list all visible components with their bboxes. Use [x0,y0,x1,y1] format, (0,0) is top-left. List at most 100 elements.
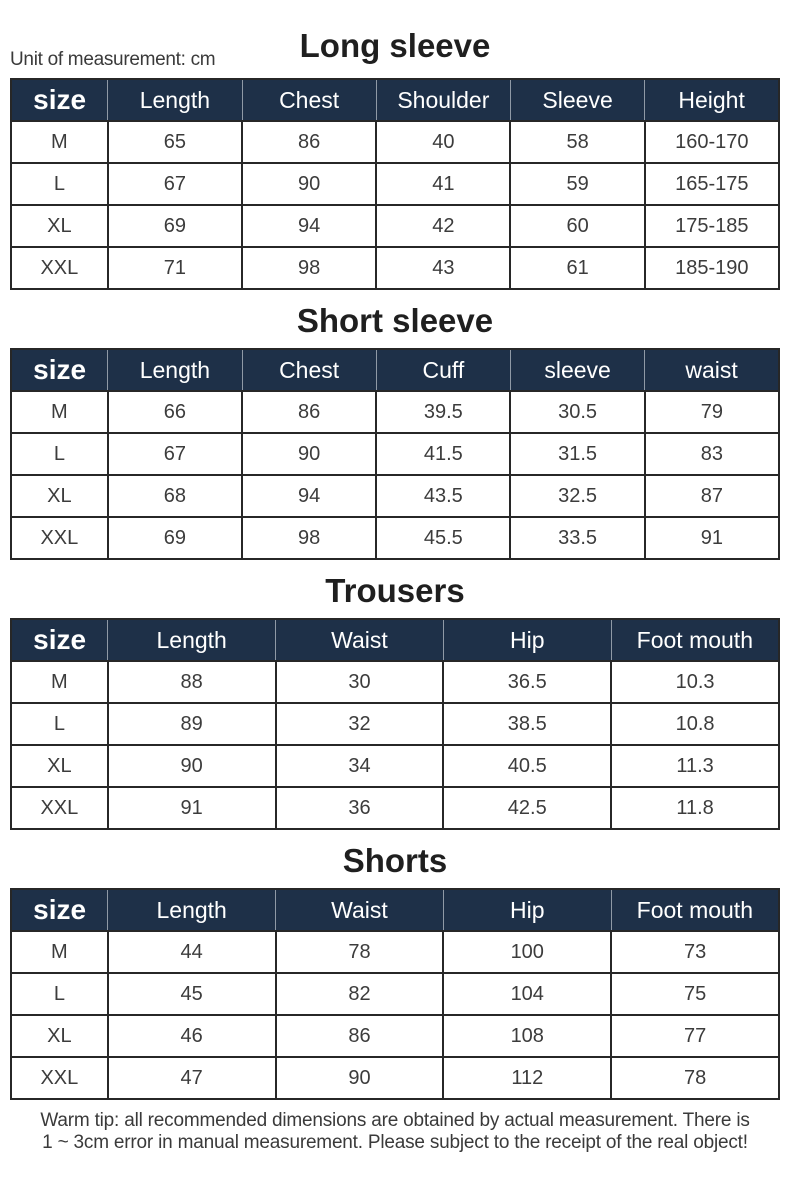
value-cell: 160-170 [643,120,781,164]
column-header-waist: Waist [275,888,444,932]
table-row: L 67 90 41 59 165-175 [10,162,781,206]
value-cell: 71 [106,246,244,290]
short-sleeve-table-container: size Length Chest Cuff sleeve waist M 66 86 39.5 3… [10,348,781,560]
value-cell: 65 [106,120,244,164]
value-cell: 11.3 [610,744,780,788]
value-cell: 165-175 [643,162,781,206]
shorts-table-container: size Length Waist Hip Foot mouth M 44 78 100 73 L 4… [10,888,780,1100]
unit-of-measurement-note: Unit of measurement: cm [10,49,216,70]
table-row: XXL 69 98 45.5 33.5 91 [10,516,781,560]
value-cell: 40 [375,120,512,164]
value-cell: 66 [106,390,244,434]
column-header-length: Length [107,78,243,122]
column-header-chest: Chest [241,348,377,392]
value-cell: 41.5 [375,432,512,476]
size-cell: L [10,972,109,1016]
column-header-foot-mouth: Foot mouth [610,618,780,662]
column-header-size: size [10,618,109,662]
value-cell: 10.3 [610,660,780,704]
value-cell: 36.5 [442,660,613,704]
value-cell: 94 [240,204,378,248]
column-header-length: Length [107,618,277,662]
value-cell: 98 [240,516,378,560]
value-cell: 91 [643,516,781,560]
value-cell: 58 [509,120,646,164]
value-cell: 175-185 [643,204,781,248]
value-cell: 94 [240,474,378,518]
size-cell: XL [10,474,109,518]
value-cell: 47 [106,1056,277,1100]
table-row: M 88 30 36.5 10.3 [10,660,780,704]
table-row: L 67 90 41.5 31.5 83 [10,432,781,476]
value-cell: 91 [106,786,277,830]
size-cell: L [10,702,109,746]
value-cell: 90 [240,162,378,206]
header-row: size Length Waist Hip Foot mouth [10,618,780,662]
column-header-waist: waist [644,348,780,392]
warm-tip-note: Warm tip: all recommended dimensions are… [40,1110,750,1154]
value-cell: 78 [274,930,445,974]
value-cell: 108 [442,1014,613,1058]
table-row: XL 90 34 40.5 11.3 [10,744,780,788]
value-cell: 36 [274,786,445,830]
value-cell: 31.5 [509,432,646,476]
column-header-chest: Chest [241,78,377,122]
section-title-shorts: Shorts [342,842,448,879]
table-row: XL 46 86 108 77 [10,1014,780,1058]
size-cell: L [10,162,109,206]
value-cell: 112 [442,1056,613,1100]
value-cell: 82 [274,972,445,1016]
column-header-size: size [10,78,109,122]
column-header-sleeve: sleeve [509,348,646,392]
size-cell: XXL [10,1056,109,1100]
value-cell: 11.8 [610,786,780,830]
column-header-size: size [10,348,109,392]
value-cell: 100 [442,930,613,974]
value-cell: 43.5 [375,474,512,518]
long-sleeve-table-container: size Length Chest Shoulder Sleeve Height M 65 86… [10,78,781,290]
value-cell: 44 [106,930,277,974]
value-cell: 104 [442,972,613,1016]
table-row: M 65 86 40 58 160-170 [10,120,781,164]
value-cell: 77 [610,1014,780,1058]
value-cell: 45.5 [375,516,512,560]
value-cell: 69 [106,204,244,248]
value-cell: 41 [375,162,512,206]
value-cell: 30 [274,660,445,704]
table-row: M 66 86 39.5 30.5 79 [10,390,781,434]
size-cell: M [10,390,109,434]
value-cell: 75 [610,972,780,1016]
column-header-waist: Waist [275,618,444,662]
value-cell: 46 [106,1014,277,1058]
value-cell: 42 [375,204,512,248]
column-header-sleeve: Sleeve [509,78,646,122]
value-cell: 69 [106,516,244,560]
size-cell: XXL [10,516,109,560]
section-title-trousers: Trousers [325,572,465,609]
table-row: XL 69 94 42 60 175-185 [10,204,781,248]
value-cell: 39.5 [375,390,512,434]
value-cell: 89 [106,702,277,746]
size-cell: M [10,660,109,704]
table-row: M 44 78 100 73 [10,930,780,974]
value-cell: 59 [509,162,646,206]
section-title-long-sleeve: Long sleeve [299,27,491,64]
size-cell: XXL [10,786,109,830]
value-cell: 67 [106,162,244,206]
value-cell: 79 [643,390,781,434]
value-cell: 33.5 [509,516,646,560]
value-cell: 34 [274,744,445,788]
table-row: XXL 47 90 112 78 [10,1056,780,1100]
table-row: XXL 71 98 43 61 185-190 [10,246,781,290]
size-cell: M [10,930,109,974]
value-cell: 10.8 [610,702,780,746]
section-title-short-sleeve: Short sleeve [296,302,494,339]
value-cell: 86 [240,390,378,434]
size-cell: XL [10,744,109,788]
size-table-long-sleeve: size Length Chest Shoulder Sleeve Height M 65 86… [10,78,781,290]
value-cell: 90 [274,1056,445,1100]
value-cell: 38.5 [442,702,613,746]
size-cell: XL [10,204,109,248]
value-cell: 67 [106,432,244,476]
